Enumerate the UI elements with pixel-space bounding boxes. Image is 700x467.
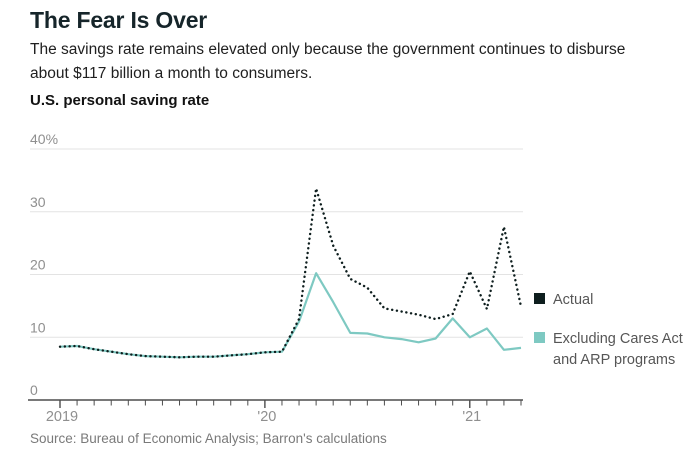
subtitle-line-2: about $117 billion a month to consumers. — [30, 65, 313, 82]
y-axis-tick-label: 30 — [30, 194, 46, 210]
actual-series-line — [58, 187, 523, 359]
page-title: The Fear Is Over — [30, 7, 208, 33]
excluding-series-swatch — [534, 332, 545, 343]
source-attribution: Source: Bureau of Economic Analysis; Bar… — [30, 431, 387, 446]
legend-label-excluding-line-2: and ARP programs — [553, 352, 676, 368]
subtitle: The savings rate remains elevated only b… — [30, 38, 695, 86]
legend-item-excluding: Excluding Cares Act and ARP programs — [534, 329, 700, 371]
legend-label-excluding-line-1: Excluding Cares Act — [553, 331, 683, 347]
y-axis-tick-label: 20 — [30, 257, 46, 273]
y-axis-tick-label: 0 — [30, 382, 38, 398]
chart-title: U.S. personal saving rate — [30, 92, 210, 109]
excluding-series-line — [59, 272, 522, 359]
x-axis-tick-label: '20 — [257, 409, 276, 425]
y-axis-tick-label: 10 — [30, 319, 46, 335]
legend-item-actual: Actual — [534, 290, 700, 311]
subtitle-line-1: The savings rate remains elevated only b… — [30, 41, 626, 58]
y-axis-tick-label: 40% — [30, 131, 58, 147]
x-axis-tick-label: '21 — [462, 409, 481, 425]
legend-label-excluding: Excluding Cares Act and ARP programs — [553, 329, 683, 371]
actual-series-swatch — [534, 293, 545, 304]
x-axis-tick-label: 2019 — [46, 409, 78, 425]
legend-label-actual: Actual — [553, 292, 594, 308]
chart-legend: Actual Excluding Cares Act and ARP progr… — [534, 290, 700, 389]
